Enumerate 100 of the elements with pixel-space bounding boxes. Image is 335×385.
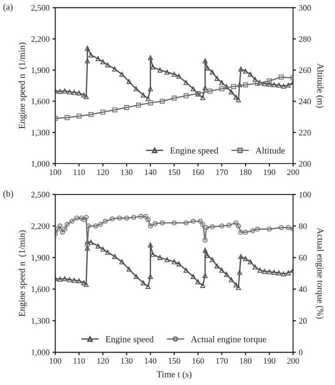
point: [202, 58, 208, 64]
point: [62, 276, 68, 282]
point: [64, 222, 70, 227]
point: [254, 80, 260, 86]
point: [98, 222, 103, 227]
y-tick-label: 2,200: [31, 223, 50, 230]
x-tick-label: 170: [216, 358, 228, 364]
y2-axis-title: Altitude (m): [315, 63, 324, 108]
point: [60, 230, 65, 235]
point: [100, 246, 106, 252]
point: [58, 223, 63, 228]
point: [134, 274, 139, 280]
point: [88, 112, 94, 118]
point: [231, 84, 236, 89]
point: [281, 271, 286, 276]
point: [148, 100, 153, 106]
point: [202, 85, 208, 90]
point: [214, 263, 220, 268]
point: [252, 76, 258, 82]
y-tick-label: 1,000: [32, 160, 50, 168]
point: [88, 240, 94, 245]
y-tick-label: 2,500: [31, 5, 50, 12]
y2-tick-label: 40: [298, 286, 307, 292]
point: [237, 82, 242, 88]
y-tick-label: 1,300: [32, 318, 50, 325]
point: [202, 238, 208, 243]
line-series: [55, 74, 294, 121]
line-series: [55, 46, 294, 102]
point: [278, 74, 284, 80]
point: [266, 78, 272, 84]
point: [228, 89, 234, 94]
point: [74, 216, 80, 221]
point: [126, 266, 132, 272]
point: [124, 104, 130, 110]
legend-label: Altitude: [256, 147, 285, 154]
y-tick-label: 1,300: [32, 130, 50, 137]
point: [200, 95, 206, 100]
y-axis-title: Engine speed n (1/min): [18, 230, 27, 316]
point: [148, 223, 153, 228]
x-axis-title: Time t (s): [156, 370, 192, 380]
point: [276, 82, 282, 88]
point: [198, 218, 203, 224]
line-series: [55, 239, 294, 290]
point: [72, 90, 77, 95]
point: [131, 214, 136, 220]
point: [262, 81, 268, 86]
x-tick-label: 120: [97, 358, 109, 364]
point: [248, 259, 253, 264]
point: [276, 270, 282, 276]
point: [58, 88, 63, 94]
point: [84, 282, 89, 287]
point: [96, 243, 101, 248]
x-tick-label: 170: [216, 169, 228, 176]
point: [58, 276, 63, 282]
point: [214, 76, 220, 81]
point: [84, 246, 90, 251]
point: [238, 230, 244, 235]
x-tick-label: 160: [192, 169, 204, 176]
x-tick-label: 130: [121, 169, 133, 176]
point: [190, 274, 196, 280]
point: [176, 74, 182, 79]
point: [272, 270, 277, 275]
y2-axis-title: Actual engine torque (%): [315, 228, 324, 319]
point: [100, 110, 106, 115]
chart-title: (a): [3, 4, 13, 12]
point: [252, 264, 258, 270]
point: [250, 228, 256, 234]
point: [112, 254, 118, 260]
point: [184, 268, 189, 273]
point: [112, 66, 118, 72]
point: [81, 92, 86, 98]
point: [202, 248, 208, 253]
point: [184, 93, 189, 98]
point: [219, 268, 224, 273]
point: [124, 216, 130, 221]
point: [257, 268, 262, 273]
point: [219, 86, 224, 92]
point: [236, 223, 241, 228]
point: [102, 218, 108, 224]
point: [210, 257, 215, 262]
point: [164, 70, 170, 75]
x-tick-label: 150: [168, 169, 180, 176]
point: [210, 70, 215, 75]
y2-tick-label: 60: [299, 254, 307, 261]
point: [286, 270, 291, 276]
legend-label: Actual engine torque: [190, 336, 266, 344]
point: [93, 223, 98, 228]
y2-tick-label: 240: [299, 98, 311, 104]
point: [160, 220, 165, 226]
point: [190, 86, 196, 92]
point: [88, 52, 94, 58]
point: [286, 82, 291, 88]
y2-tick-label: 280: [299, 36, 311, 42]
x-tick-label: 180: [240, 169, 252, 176]
point: [76, 90, 82, 96]
point: [210, 224, 215, 230]
y2-tick-label: 200: [299, 160, 311, 167]
point: [78, 216, 84, 221]
y-tick-label: 1,900: [32, 254, 50, 262]
point: [157, 68, 162, 73]
